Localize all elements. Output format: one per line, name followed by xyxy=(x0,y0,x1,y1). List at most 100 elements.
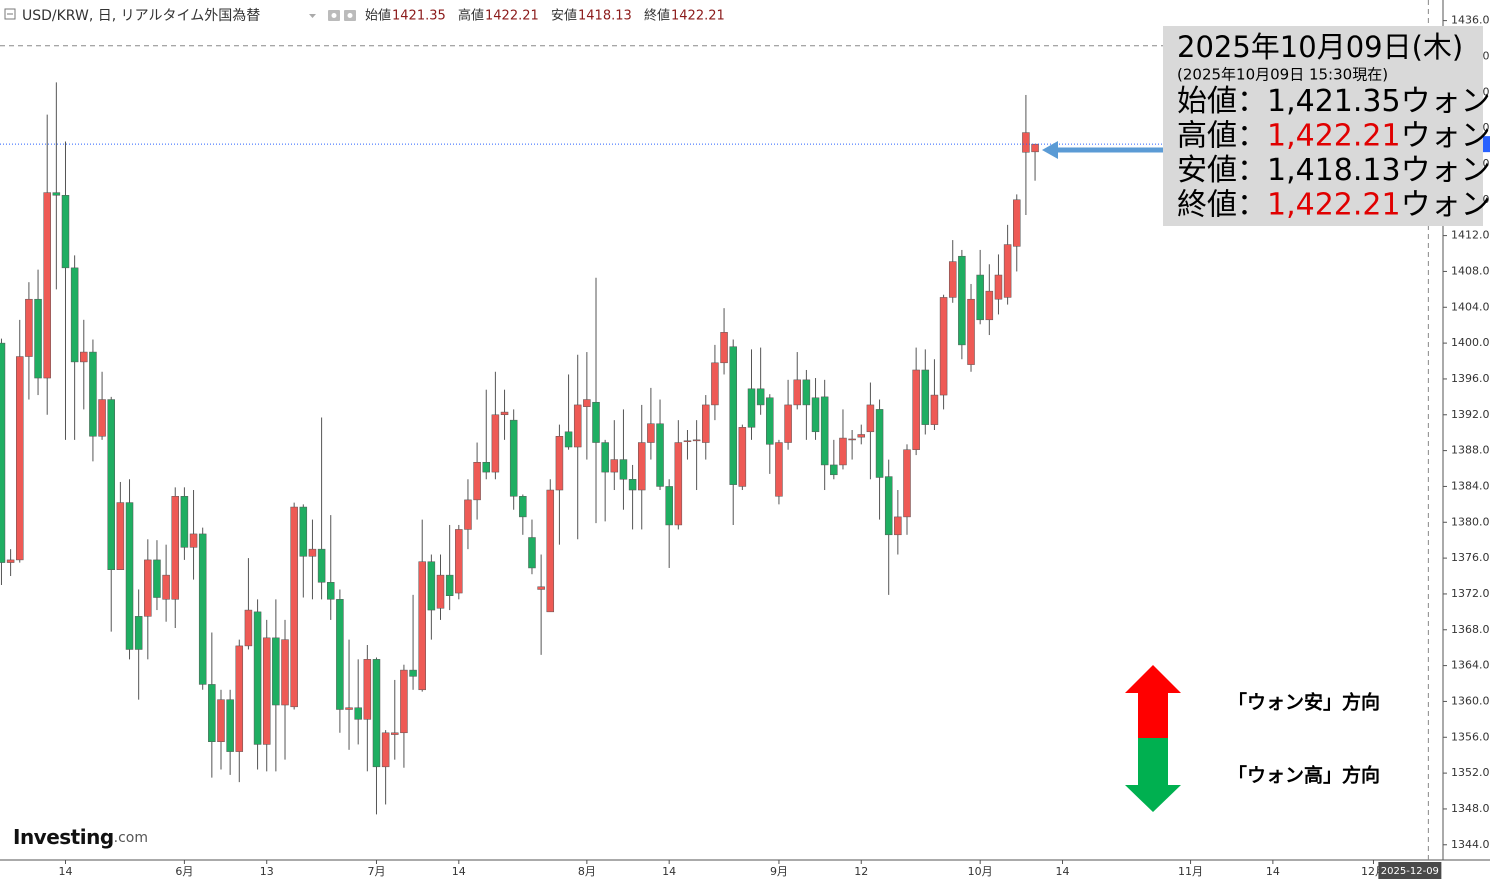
candle-body xyxy=(25,298,33,357)
plot-area xyxy=(0,0,1443,860)
candle-body xyxy=(208,684,216,743)
overlay: USD/KRW, 日, リアルタイム外国為替 始値 1421.35 高値 1422.2… xyxy=(4,8,725,24)
y-tick-label: 1404.00 xyxy=(1451,300,1490,313)
candle-body xyxy=(253,611,262,745)
candle-body xyxy=(144,559,152,617)
candle-body xyxy=(866,404,875,433)
candle-body xyxy=(583,399,591,407)
ohlc-label: 終値 xyxy=(644,8,670,24)
down-arrow xyxy=(1125,738,1181,812)
y-tick-label: 1344.00 xyxy=(1451,838,1490,851)
candle-body xyxy=(272,637,280,706)
candle-body xyxy=(445,574,454,596)
candle-body xyxy=(857,434,866,438)
eye-icon-pupil xyxy=(331,13,337,18)
candle-body xyxy=(326,582,335,600)
y-tick-label: 1408.00 xyxy=(1451,264,1490,277)
candle-body xyxy=(70,267,79,363)
y-tick-label: 1396.00 xyxy=(1451,372,1490,385)
y-tick-label: 1352.00 xyxy=(1451,766,1490,779)
x-tick-label: 9月 xyxy=(770,865,788,878)
y-tick-label: 1348.00 xyxy=(1451,802,1490,815)
x-tick-label: 14 xyxy=(662,865,676,878)
candle-body xyxy=(455,529,463,594)
candle-body xyxy=(171,496,180,600)
info-row: 安値：1,418.13ウォン xyxy=(1177,153,1490,188)
candle-body xyxy=(903,449,911,518)
symbol-title: USD/KRW, 日, リアルタイム外国為替 xyxy=(22,8,260,24)
y-tick-label: 1372.00 xyxy=(1451,587,1490,600)
ohlc-label: 始値 xyxy=(365,8,391,24)
y-tick-label: 1412.00 xyxy=(1451,229,1490,242)
candle-body xyxy=(702,404,710,443)
candle-body xyxy=(1013,199,1021,247)
dropdown-icon[interactable] xyxy=(309,14,316,18)
x-tick-label: 12 xyxy=(854,865,868,878)
candle-body xyxy=(6,559,15,563)
info-row-label: 高値： xyxy=(1177,118,1267,153)
info-row-label: 始値： xyxy=(1177,84,1267,119)
candle-body xyxy=(317,548,326,583)
candle-body xyxy=(601,442,609,473)
y-tick-label: 1392.00 xyxy=(1451,408,1490,421)
candle-body xyxy=(619,459,628,480)
candle-body xyxy=(98,399,106,437)
candle-body xyxy=(473,462,481,501)
candle-body xyxy=(738,427,747,487)
candle-body xyxy=(820,396,829,466)
candle-body xyxy=(766,397,774,445)
candle-body xyxy=(720,332,728,364)
candle-body xyxy=(198,533,207,685)
candle-body xyxy=(1022,132,1030,153)
candle-body xyxy=(875,409,884,478)
collapse-icon[interactable] xyxy=(4,8,16,20)
candle-body xyxy=(80,351,88,363)
candle-body xyxy=(34,298,42,379)
candle-body xyxy=(564,431,573,448)
candle-body xyxy=(894,516,902,536)
candle-body xyxy=(427,561,436,611)
candle-body xyxy=(967,298,975,365)
candle-body xyxy=(775,442,783,497)
candle-body xyxy=(784,404,792,443)
candle-body xyxy=(665,486,673,526)
brand-suffix: .com xyxy=(114,830,148,846)
info-box: 2025年10月09日(木)(2025年10月09日 15:30現在)始値：1,… xyxy=(1163,26,1490,226)
candle-body xyxy=(372,659,381,768)
info-row-value: 1,421.35 xyxy=(1267,84,1401,119)
candle-body xyxy=(89,351,97,437)
candle-body xyxy=(244,609,253,647)
candle-body xyxy=(436,574,445,609)
candle-body xyxy=(674,442,683,526)
candle-body xyxy=(336,599,344,710)
candle-body xyxy=(994,274,1003,300)
candle-body xyxy=(217,699,225,742)
candle-body xyxy=(52,192,61,196)
candle-body xyxy=(592,401,600,443)
ohlc-value: 1421.35 xyxy=(392,9,446,24)
candle-body xyxy=(528,537,536,569)
info-row: 終値：1,422.21ウォン xyxy=(1177,187,1490,222)
candle-body xyxy=(811,397,820,433)
info-as-of: (2025年10月09日 15:30現在) xyxy=(1177,66,1388,84)
x-tick-label: 10月 xyxy=(968,865,993,878)
x-tick-label: 8月 xyxy=(578,865,596,878)
x-tick-label: 6月 xyxy=(175,865,193,878)
candle-body xyxy=(43,192,51,379)
info-row-value: 1,418.13 xyxy=(1267,153,1401,188)
candle-body xyxy=(134,616,143,650)
candle-body xyxy=(226,699,234,752)
candle-body xyxy=(912,369,920,450)
candle-body xyxy=(839,437,847,466)
info-row-label: 終値： xyxy=(1177,187,1267,222)
candle-body xyxy=(162,574,170,600)
y-tick-label: 1400.00 xyxy=(1451,336,1490,349)
candle-body xyxy=(1031,143,1039,153)
info-row-unit: ウォン xyxy=(1401,84,1490,119)
candle-body xyxy=(985,290,994,321)
candle-body xyxy=(418,561,426,691)
candle-body xyxy=(189,533,198,548)
candle-body xyxy=(500,411,509,416)
candle-body xyxy=(610,459,619,473)
ohlc-label: 安値 xyxy=(551,8,577,24)
